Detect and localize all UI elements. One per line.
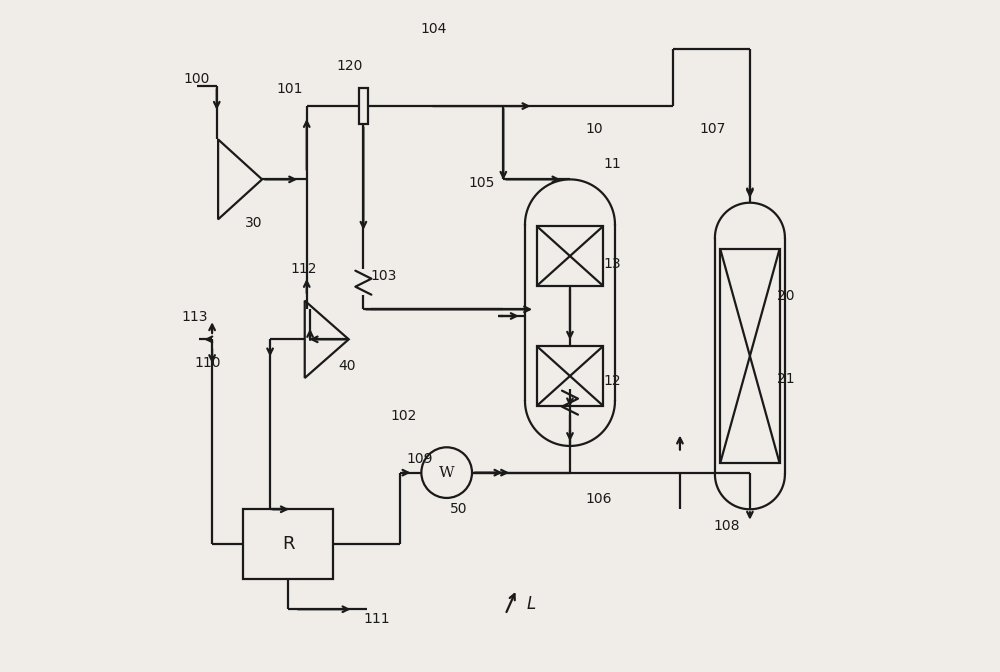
- Text: 120: 120: [337, 59, 363, 73]
- Text: 110: 110: [195, 355, 221, 370]
- Bar: [243, 509, 333, 579]
- Text: 30: 30: [245, 216, 263, 230]
- Text: 103: 103: [370, 269, 396, 283]
- Bar: [537, 346, 603, 406]
- Text: L: L: [527, 595, 536, 613]
- Bar: [359, 88, 368, 124]
- Text: 112: 112: [290, 262, 317, 276]
- Text: 40: 40: [339, 359, 356, 373]
- Text: 50: 50: [450, 502, 468, 516]
- Text: 108: 108: [713, 519, 740, 533]
- Text: 107: 107: [700, 122, 726, 136]
- Text: W: W: [439, 466, 454, 480]
- Text: 20: 20: [777, 289, 794, 303]
- Text: 109: 109: [407, 452, 433, 466]
- Circle shape: [421, 448, 472, 498]
- Text: 13: 13: [603, 257, 621, 271]
- Text: 11: 11: [603, 157, 621, 171]
- Text: 104: 104: [420, 22, 446, 36]
- Text: 106: 106: [585, 492, 612, 505]
- Text: 100: 100: [183, 73, 210, 87]
- Text: 111: 111: [363, 612, 390, 626]
- Text: 10: 10: [585, 122, 603, 136]
- Text: 12: 12: [603, 374, 621, 388]
- Text: 113: 113: [181, 310, 208, 325]
- Bar: [720, 249, 780, 463]
- Text: 105: 105: [468, 175, 494, 190]
- Text: 102: 102: [390, 409, 416, 423]
- Text: 21: 21: [777, 372, 794, 386]
- Text: R: R: [282, 536, 295, 553]
- Bar: [537, 226, 603, 286]
- Text: 101: 101: [277, 83, 303, 96]
